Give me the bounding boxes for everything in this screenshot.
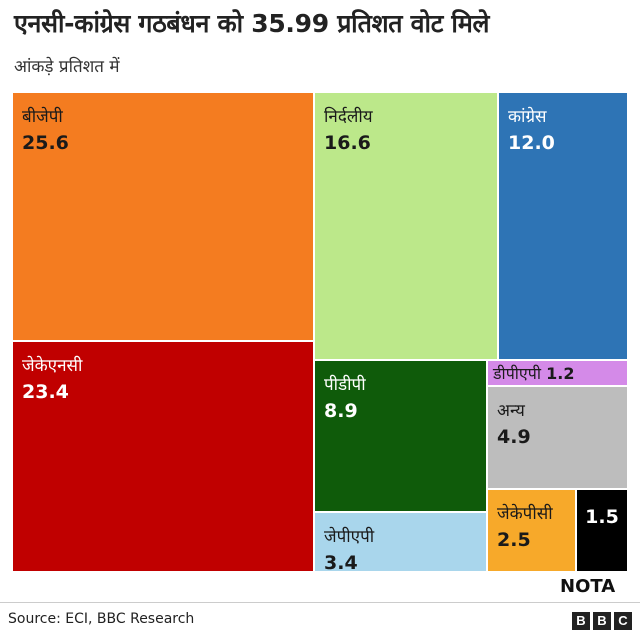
- bbc-logo-letter: B: [572, 612, 590, 630]
- treemap-rect: [315, 361, 486, 511]
- treemap-rect: [315, 513, 486, 571]
- bbc-logo-letter: C: [614, 612, 632, 630]
- cell-name-label: जेपीएपी: [324, 526, 375, 547]
- cell-name-label: जेकेएनसी: [22, 355, 83, 376]
- cell-name-label: निर्दलीय: [324, 106, 374, 127]
- chart-title: एनसी-कांग्रेस गठबंधन को 35.99 प्रतिशत वो…: [14, 9, 490, 38]
- cell-inline-label: डीपीएपी 1.2: [492, 364, 574, 383]
- treemap-rect: [488, 490, 575, 571]
- treemap-rect: [499, 93, 627, 359]
- cell-value-label: 2.5: [497, 529, 531, 551]
- treemap-rect: [488, 361, 627, 385]
- cell-value-label: 23.4: [22, 381, 69, 403]
- treemap-rect: [315, 93, 497, 359]
- treemap-cell-party-8: अन्य 4.9: [488, 387, 627, 488]
- cell-value-label: 8.9: [324, 400, 358, 422]
- cell-name-label: अन्य: [497, 401, 526, 421]
- bbc-logo-letter: B: [593, 612, 611, 630]
- treemap-cell-party-2: जेकेएनसी 23.4: [13, 342, 313, 571]
- treemap-cell-party-3: निर्दलीय 16.6: [315, 93, 497, 359]
- cell-value-label: 25.6: [22, 132, 69, 154]
- treemap-cell-party-4: कांग्रेस 12.0: [499, 93, 627, 359]
- cell-name-label: कांग्रेस: [508, 106, 547, 127]
- cell-name-label: बीजेपी: [22, 106, 63, 127]
- treemap-rect: [488, 387, 627, 488]
- treemap-cell-party-6: जेपीएपी 3.4: [315, 513, 486, 574]
- cell-value-label: 16.6: [324, 132, 371, 154]
- treemap-cell-party-9: जेकेपीसी 2.5: [488, 490, 575, 571]
- cell-value-label: 1.5: [585, 506, 619, 528]
- cell-value-label: 4.9: [497, 426, 531, 448]
- cell-name-label: जेकेपीसी: [497, 503, 553, 524]
- bbc-logo: B B C: [572, 612, 632, 630]
- source-note: Source: ECI, BBC Research: [8, 611, 195, 627]
- chart-subtitle: आंकड़े प्रतिशत में: [14, 57, 120, 77]
- cell-value-label: 3.4: [324, 552, 358, 574]
- footer-divider: [0, 602, 640, 603]
- treemap-rect: [13, 93, 313, 340]
- treemap-cell-party-10: 1.5: [577, 490, 627, 571]
- treemap-cell-party-1: बीजेपी 25.6: [13, 93, 313, 340]
- treemap-rect: [13, 342, 313, 571]
- cell-value-label: 12.0: [508, 132, 555, 154]
- treemap-cell-party-5: पीडीपी 8.9: [315, 361, 486, 511]
- treemap-rect: [577, 490, 627, 571]
- cell-name-label: पीडीपी: [324, 374, 366, 395]
- nota-outside-label: NOTA: [560, 576, 616, 597]
- treemap-cell-party-7: डीपीएपी 1.2: [488, 361, 627, 385]
